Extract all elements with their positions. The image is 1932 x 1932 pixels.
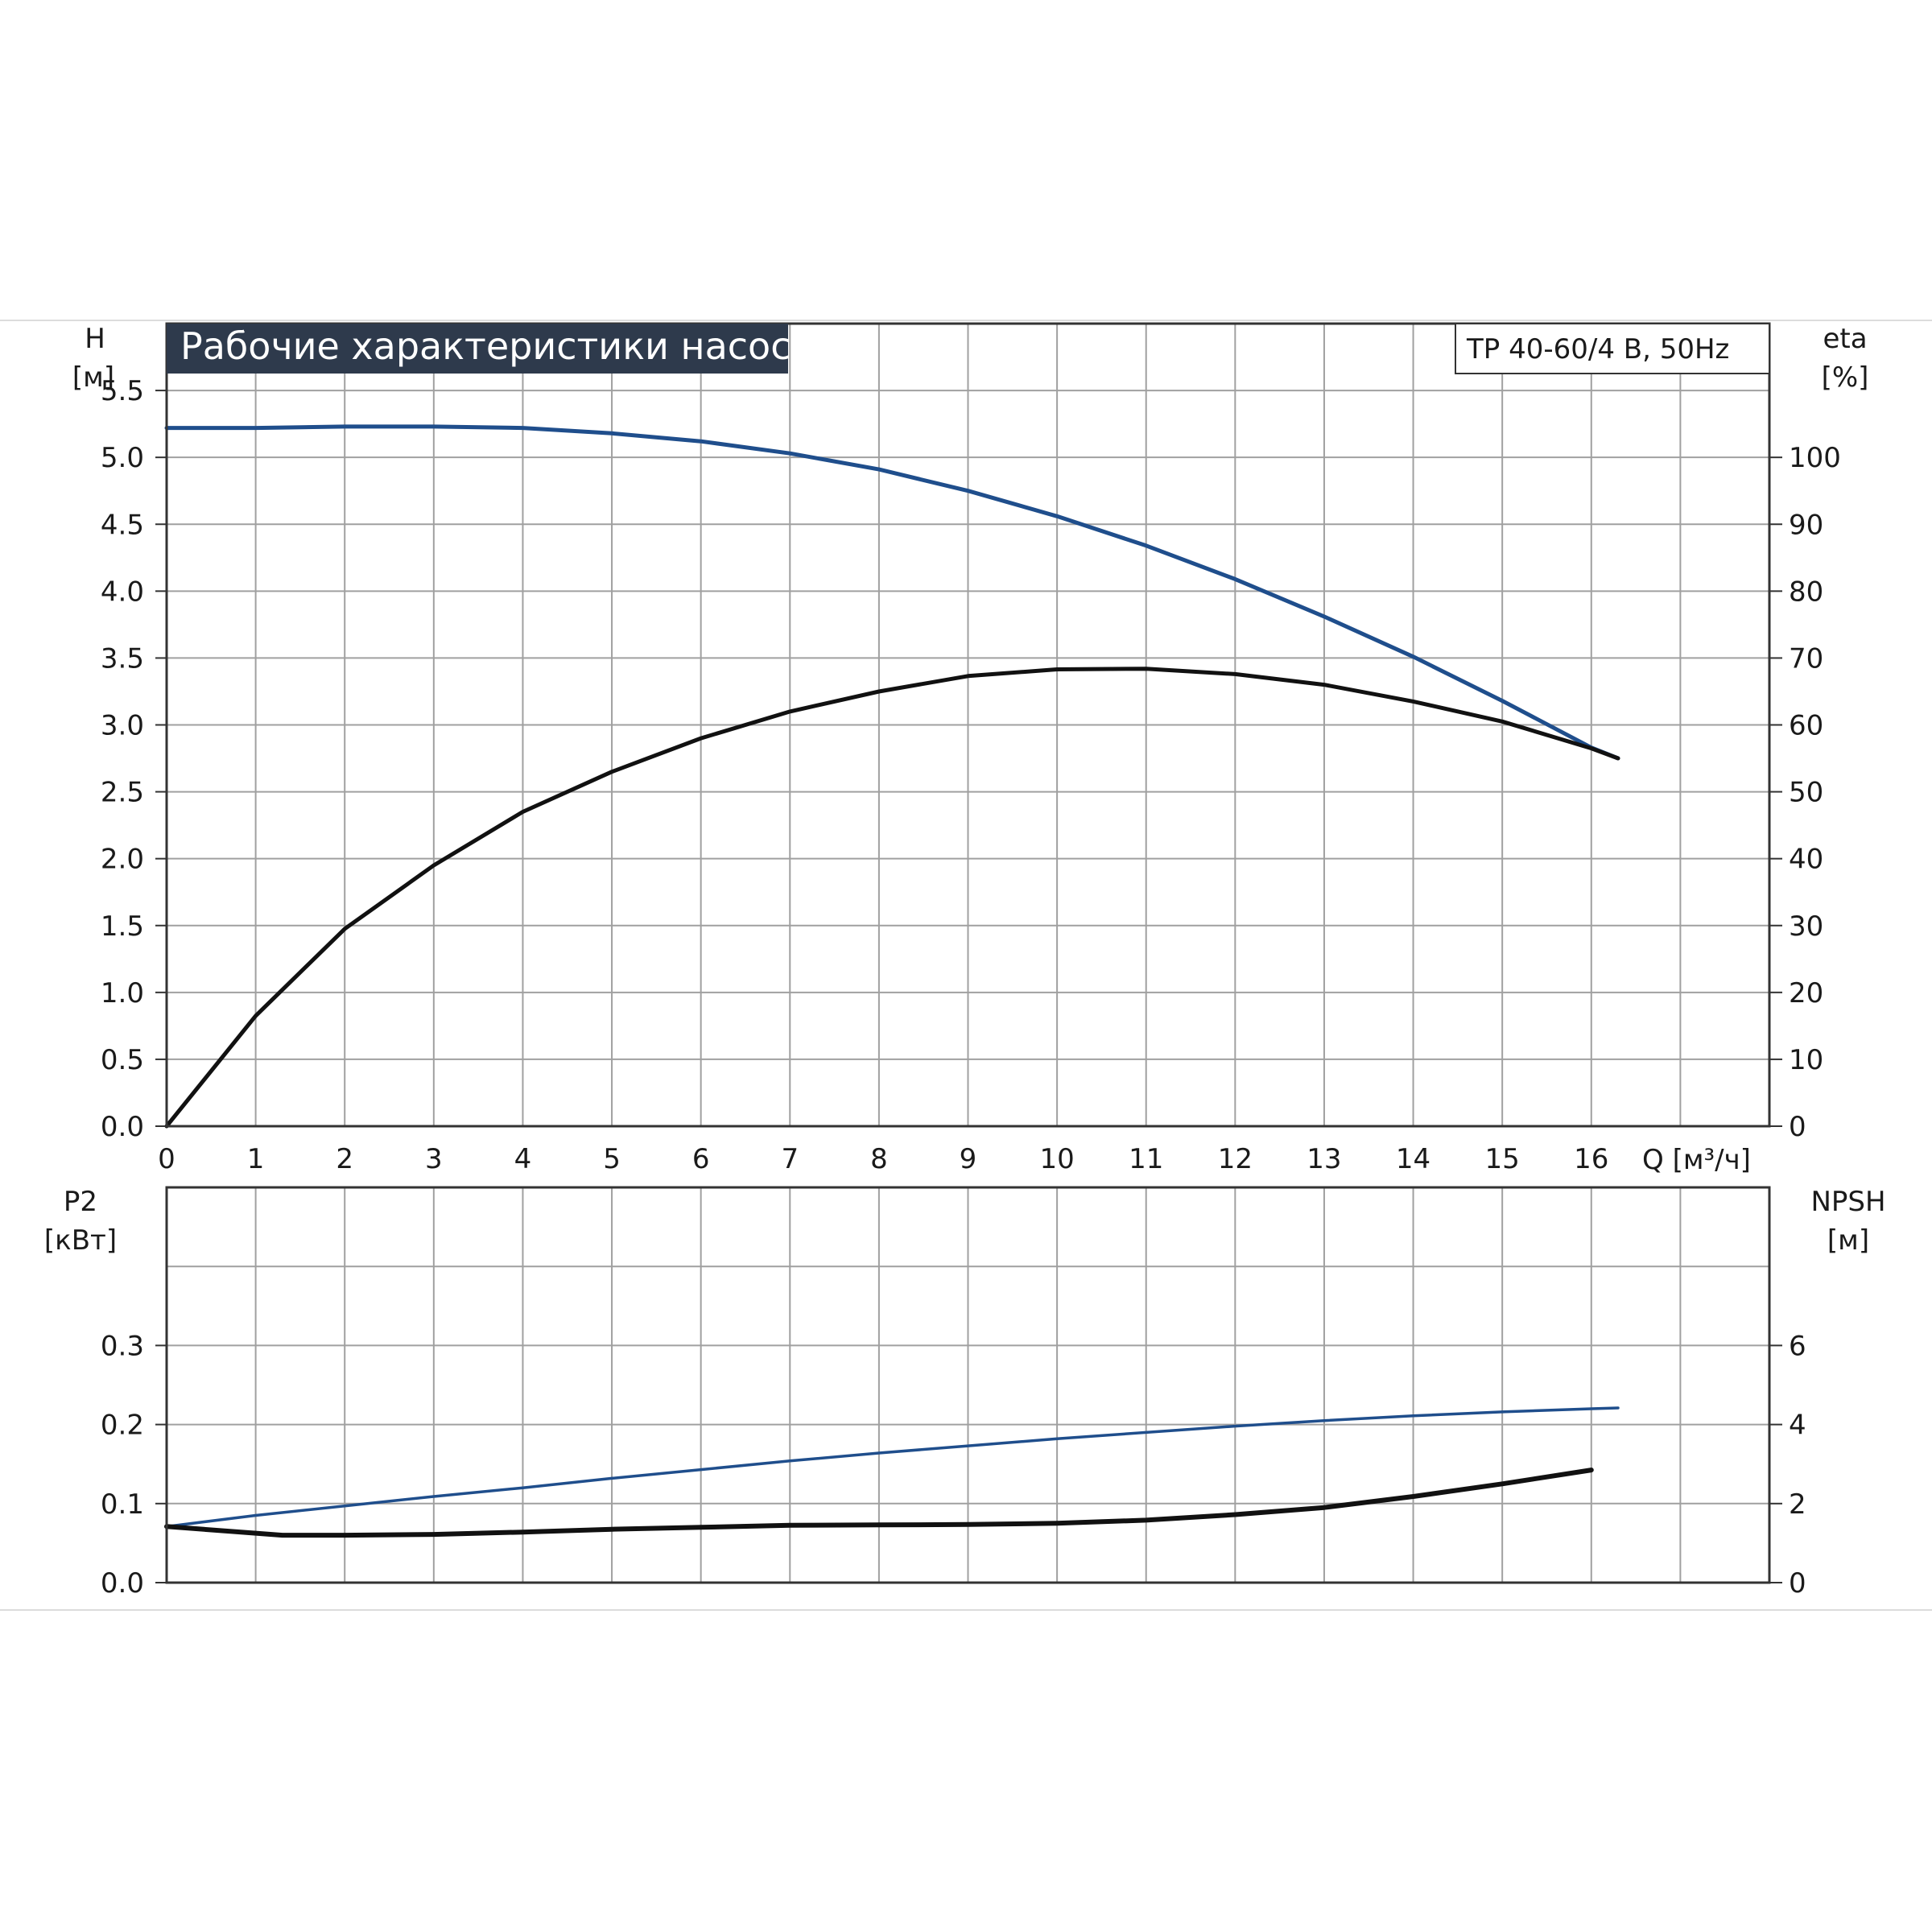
q-tick-label: 13 xyxy=(1307,1143,1341,1175)
q-axis-label: Q [м³/ч] xyxy=(1642,1144,1751,1176)
q-tick-label: 7 xyxy=(781,1143,799,1175)
q-tick-label: 10 xyxy=(1039,1143,1074,1175)
bottom-right-tick-label: 6 xyxy=(1789,1330,1806,1362)
top-left-tick-label: 5.0 xyxy=(101,442,144,474)
q-tick-label: 9 xyxy=(960,1143,977,1175)
chart-title: Рабочие характеристики насоса xyxy=(180,324,814,368)
q-tick-label: 2 xyxy=(336,1143,353,1175)
q-tick-label: 16 xyxy=(1574,1143,1608,1175)
top-left-tick-label: 1.5 xyxy=(101,910,144,943)
q-tick-label: 3 xyxy=(425,1143,443,1175)
bottom-left-tick-label: 0.0 xyxy=(101,1567,144,1600)
bottom-left-tick-label: 0.2 xyxy=(101,1410,144,1442)
top-left-tick-label: 0.5 xyxy=(101,1044,144,1076)
npsh-axis-unit: [м] xyxy=(1827,1224,1869,1257)
p2-axis-label: P2 xyxy=(64,1186,97,1218)
top-left-tick-label: 4.5 xyxy=(101,509,144,541)
top-left-tick-label: 5.5 xyxy=(101,375,144,407)
q-tick-label: 8 xyxy=(870,1143,888,1175)
q-tick-label: 11 xyxy=(1129,1143,1163,1175)
top-chart-axes: 0.00.51.01.52.02.53.03.54.04.55.05.50102… xyxy=(101,322,1841,1175)
top-right-tick-label: 40 xyxy=(1789,844,1823,876)
bottom-left-tick-label: 0.1 xyxy=(101,1488,144,1521)
bottom-right-tick-label: 2 xyxy=(1789,1488,1806,1521)
top-right-tick-label: 0 xyxy=(1789,1111,1806,1143)
eta-axis-label: eta xyxy=(1823,323,1867,355)
top-left-tick-label: 2.5 xyxy=(101,777,144,809)
q-tick-label: 4 xyxy=(514,1143,532,1175)
q-tick-label: 15 xyxy=(1485,1143,1520,1175)
top-right-tick-label: 20 xyxy=(1789,977,1823,1009)
top-left-tick-label: 0.0 xyxy=(101,1111,144,1143)
top-left-tick-label: 3.0 xyxy=(101,710,144,742)
top-left-tick-label: 3.5 xyxy=(101,642,144,675)
bottom-left-tick-label: 0.3 xyxy=(101,1330,144,1362)
top-right-tick-label: 60 xyxy=(1789,710,1823,742)
eta-axis-unit: [%] xyxy=(1822,361,1869,394)
q-tick-label: 12 xyxy=(1218,1143,1253,1175)
model-label-box xyxy=(1455,323,1770,374)
bottom-right-tick-label: 0 xyxy=(1789,1567,1806,1600)
q-tick-label: 0 xyxy=(158,1143,175,1175)
top-series-black-line xyxy=(164,667,1620,1129)
bottom-series-blue-line xyxy=(165,1406,1620,1529)
bottom-plot-frame xyxy=(165,1186,1771,1584)
top-right-tick-label: 80 xyxy=(1789,576,1823,608)
bottom-chart-axes: 0.0 0.1 0.2 0.3 0 2 4 6 xyxy=(101,1186,1806,1600)
h-axis-unit: [м] xyxy=(72,361,114,394)
top-chart-grid xyxy=(166,323,1770,1127)
top-chart-series xyxy=(164,424,1620,1129)
chart-title-background xyxy=(167,324,788,374)
bottom-series-black-line xyxy=(164,1468,1594,1538)
p2-axis-unit: [кВт] xyxy=(44,1224,117,1257)
top-right-tick-label: 100 xyxy=(1789,442,1841,474)
q-tick-label: 1 xyxy=(247,1143,265,1175)
top-left-tick-label: 4.0 xyxy=(101,576,144,608)
top-series-blue-line xyxy=(164,424,1620,761)
q-tick-label: 5 xyxy=(603,1143,621,1175)
model-label: TP 40-60/4 B, 50Hz xyxy=(1466,333,1729,365)
top-right-tick-label: 10 xyxy=(1789,1044,1823,1076)
npsh-axis-label: NPSH xyxy=(1810,1186,1885,1218)
bottom-right-tick-label: 4 xyxy=(1789,1410,1806,1442)
bottom-chart-series xyxy=(164,1406,1620,1538)
top-right-tick-label: 30 xyxy=(1789,910,1823,943)
q-tick-label: 14 xyxy=(1396,1143,1430,1175)
q-tick-label: 6 xyxy=(692,1143,710,1175)
h-axis-label: H xyxy=(85,323,105,355)
top-left-tick-label: 1.0 xyxy=(101,977,144,1009)
top-right-tick-label: 50 xyxy=(1789,777,1823,809)
top-right-tick-label: 90 xyxy=(1789,509,1823,541)
top-right-tick-label: 70 xyxy=(1789,642,1823,675)
top-left-tick-label: 2.0 xyxy=(101,844,144,876)
